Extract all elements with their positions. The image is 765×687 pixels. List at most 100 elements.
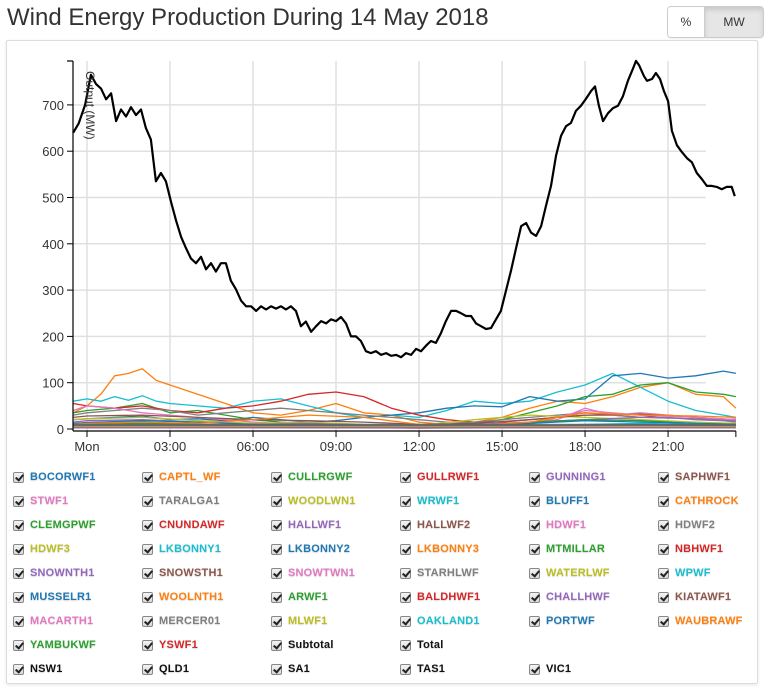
legend-item-lkbonny2[interactable]: LKBONNY2: [271, 541, 350, 557]
checkbox[interactable]: [142, 543, 153, 555]
legend-item-lkbonny1[interactable]: LKBONNY1: [142, 541, 221, 557]
checkbox[interactable]: [658, 567, 669, 579]
legend-item-sa1[interactable]: SA1: [271, 661, 310, 677]
legend-item-oakland1[interactable]: OAKLAND1: [400, 613, 480, 629]
checkbox[interactable]: [13, 615, 24, 627]
checkbox[interactable]: [13, 639, 24, 651]
checkbox[interactable]: [142, 567, 153, 579]
legend-item-portwf[interactable]: PORTWF: [529, 613, 595, 629]
checkbox[interactable]: [400, 543, 411, 555]
legend-item-snowsth1[interactable]: SNOWSTH1: [142, 565, 223, 581]
checkbox[interactable]: [400, 519, 411, 531]
percent-button[interactable]: %: [668, 7, 705, 37]
legend-item-subtotal[interactable]: Subtotal: [271, 637, 334, 653]
legend-item-woolnth1[interactable]: WOOLNTH1: [142, 589, 224, 605]
checkbox[interactable]: [271, 591, 282, 603]
checkbox[interactable]: [13, 519, 24, 531]
legend-item-yswf1[interactable]: YSWF1: [142, 637, 198, 653]
legend-item-saphwf1[interactable]: SAPHWF1: [658, 469, 730, 485]
checkbox[interactable]: [400, 591, 411, 603]
legend-item-taralga1[interactable]: TARALGA1: [142, 493, 220, 509]
checkbox[interactable]: [658, 495, 669, 507]
checkbox[interactable]: [400, 639, 411, 651]
legend-item-hdwf3[interactable]: HDWF3: [13, 541, 70, 557]
checkbox[interactable]: [142, 495, 153, 507]
checkbox[interactable]: [13, 567, 24, 579]
checkbox[interactable]: [13, 663, 24, 675]
legend-item-hdwf2[interactable]: HDWF2: [658, 517, 715, 533]
checkbox[interactable]: [142, 615, 153, 627]
legend-item-musselr1[interactable]: MUSSELR1: [13, 589, 92, 605]
checkbox[interactable]: [658, 543, 669, 555]
legend-item-baldhwf1[interactable]: BALDHWF1: [400, 589, 480, 605]
legend-item-mercer01[interactable]: MERCER01: [142, 613, 221, 629]
checkbox[interactable]: [658, 519, 669, 531]
legend-item-woodlwn1[interactable]: WOODLWN1: [271, 493, 356, 509]
checkbox[interactable]: [142, 519, 153, 531]
checkbox[interactable]: [400, 615, 411, 627]
checkbox[interactable]: [271, 639, 282, 651]
checkbox[interactable]: [658, 471, 669, 483]
checkbox[interactable]: [142, 471, 153, 483]
checkbox[interactable]: [271, 615, 282, 627]
legend-item-cathrock[interactable]: CATHROCK: [658, 493, 739, 509]
checkbox[interactable]: [529, 591, 540, 603]
checkbox[interactable]: [400, 471, 411, 483]
legend-item-cullrgwf[interactable]: CULLRGWF: [271, 469, 353, 485]
legend-item-starhlwf[interactable]: STARHLWF: [400, 565, 479, 581]
checkbox[interactable]: [13, 591, 24, 603]
checkbox[interactable]: [658, 615, 669, 627]
legend-item-kiatawf1[interactable]: KIATAWF1: [658, 589, 731, 605]
legend-item-waubrawf[interactable]: WAUBRAWF: [658, 613, 743, 629]
checkbox[interactable]: [529, 471, 540, 483]
legend-item-total[interactable]: Total: [400, 637, 443, 653]
legend-item-vic1[interactable]: VIC1: [529, 661, 571, 677]
legend-item-mtmillar[interactable]: MTMILLAR: [529, 541, 605, 557]
legend-item-cnundawf[interactable]: CNUNDAWF: [142, 517, 225, 533]
legend-item-qld1[interactable]: QLD1: [142, 661, 189, 677]
checkbox[interactable]: [400, 567, 411, 579]
legend-item-snowtwn1[interactable]: SNOWTWN1: [271, 565, 355, 581]
checkbox[interactable]: [13, 471, 24, 483]
legend-item-hdwf1[interactable]: HDWF1: [529, 517, 586, 533]
legend-item-clemgpwf[interactable]: CLEMGPWF: [13, 517, 96, 533]
legend-item-waterlwf[interactable]: WATERLWF: [529, 565, 610, 581]
checkbox[interactable]: [271, 519, 282, 531]
legend-item-nsw1[interactable]: NSW1: [13, 661, 63, 677]
legend-item-gunning1[interactable]: GUNNING1: [529, 469, 606, 485]
legend-item-bocorwf1[interactable]: BOCORWF1: [13, 469, 96, 485]
legend-item-macarth1[interactable]: MACARTH1: [13, 613, 93, 629]
legend-item-mlwf1[interactable]: MLWF1: [271, 613, 328, 629]
checkbox[interactable]: [400, 663, 411, 675]
checkbox[interactable]: [142, 591, 153, 603]
legend-item-hallwf2[interactable]: HALLWF2: [400, 517, 470, 533]
legend-item-challhwf[interactable]: CHALLHWF: [529, 589, 610, 605]
checkbox[interactable]: [13, 495, 24, 507]
legend-item-wpwf[interactable]: WPWF: [658, 565, 711, 581]
checkbox[interactable]: [271, 663, 282, 675]
mw-button[interactable]: MW: [705, 7, 763, 37]
legend-item-bluff1[interactable]: BLUFF1: [529, 493, 589, 509]
checkbox[interactable]: [142, 639, 153, 651]
legend-item-arwf1[interactable]: ARWF1: [271, 589, 328, 605]
checkbox[interactable]: [271, 495, 282, 507]
checkbox[interactable]: [271, 543, 282, 555]
legend-item-gullrwf1[interactable]: GULLRWF1: [400, 469, 480, 485]
checkbox[interactable]: [529, 663, 540, 675]
checkbox[interactable]: [658, 591, 669, 603]
legend-item-captl-wf[interactable]: CAPTL_WF: [142, 469, 220, 485]
legend-item-hallwf1[interactable]: HALLWF1: [271, 517, 341, 533]
checkbox[interactable]: [529, 543, 540, 555]
checkbox[interactable]: [529, 495, 540, 507]
legend-item-tas1[interactable]: TAS1: [400, 661, 445, 677]
legend-item-yambukwf[interactable]: YAMBUKWF: [13, 637, 96, 653]
checkbox[interactable]: [400, 495, 411, 507]
legend-item-lkbonny3[interactable]: LKBONNY3: [400, 541, 479, 557]
legend-item-stwf1[interactable]: STWF1: [13, 493, 68, 509]
legend-item-wrwf1[interactable]: WRWF1: [400, 493, 459, 509]
legend-item-nbhwf1[interactable]: NBHWF1: [658, 541, 723, 557]
legend-item-snownth1[interactable]: SNOWNTH1: [13, 565, 95, 581]
checkbox[interactable]: [529, 567, 540, 579]
checkbox[interactable]: [529, 519, 540, 531]
checkbox[interactable]: [529, 615, 540, 627]
